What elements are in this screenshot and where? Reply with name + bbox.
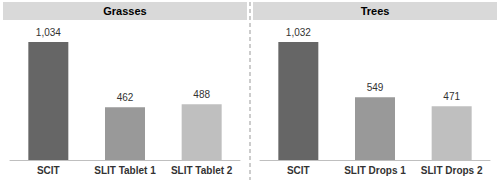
svg-text:Grasses: Grasses (103, 5, 146, 17)
svg-text:SLIT Drops 1: SLIT Drops 1 (344, 165, 406, 176)
svg-text:549: 549 (367, 82, 384, 93)
svg-text:Trees: Trees (361, 5, 390, 17)
svg-text:1,034: 1,034 (36, 27, 61, 38)
svg-text:1,032: 1,032 (286, 27, 311, 38)
svg-text:SCIT: SCIT (37, 165, 60, 176)
svg-text:SLIT Tablet 1: SLIT Tablet 1 (94, 165, 156, 176)
svg-text:SLIT Drops 2: SLIT Drops 2 (421, 165, 483, 176)
svg-text:SLIT Tablet 2: SLIT Tablet 2 (171, 165, 233, 176)
svg-text:488: 488 (193, 89, 210, 100)
svg-text:462: 462 (117, 92, 134, 103)
svg-text:471: 471 (443, 91, 460, 102)
svg-text:SCIT: SCIT (287, 165, 310, 176)
